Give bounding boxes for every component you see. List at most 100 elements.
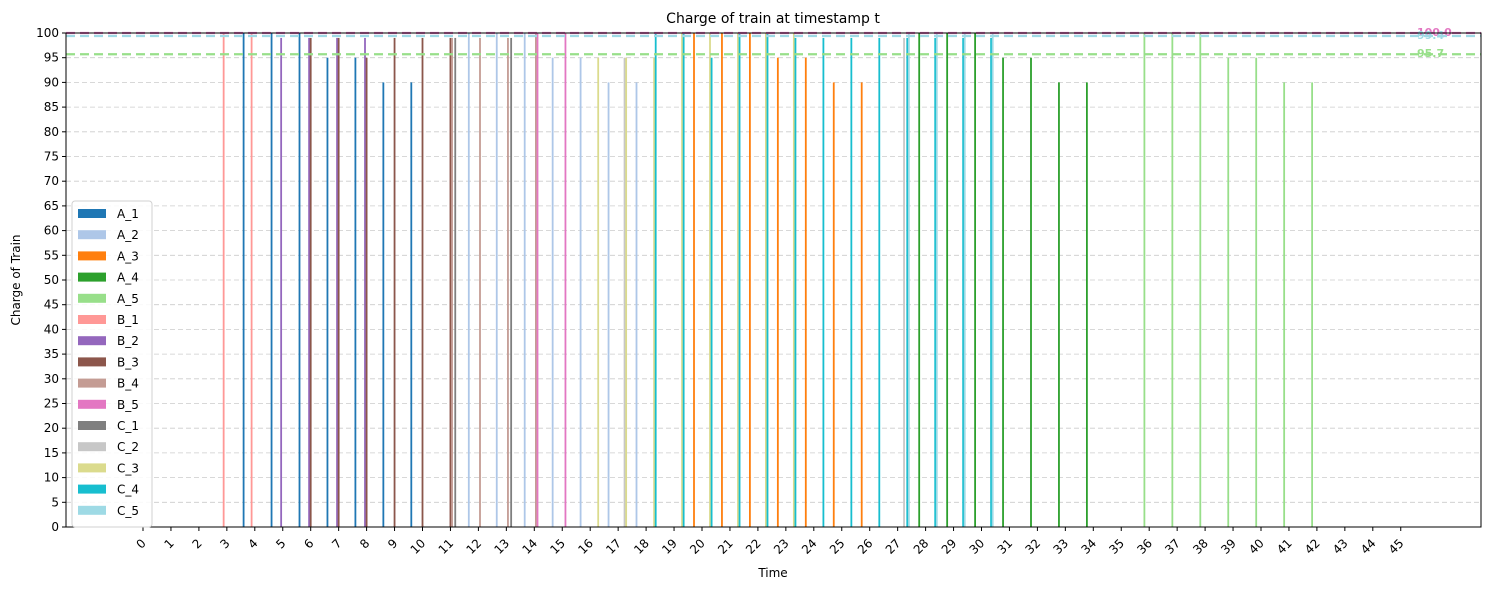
- y-tick-label: 5: [51, 495, 59, 509]
- x-tick-label: 8: [357, 536, 372, 551]
- x-tick-label: 11: [436, 536, 457, 557]
- bar-a-2: [523, 33, 526, 527]
- bar-c-2: [903, 37, 905, 527]
- x-tick-label: 31: [995, 536, 1016, 557]
- x-tick-label: 34: [1078, 536, 1099, 557]
- legend-label: A_3: [117, 249, 139, 263]
- legend: A_1 A_2 A_3 A_4 A_5 B_1 B_2 B_3 B_4 B_5 C_1 C_2 C_3 C…: [71, 200, 153, 528]
- y-tick-label: 95: [44, 51, 59, 65]
- bar-b-2: [280, 37, 283, 527]
- bar-c-3: [765, 33, 767, 527]
- y-tick-label: 30: [44, 372, 59, 386]
- legend-swatch: [78, 505, 106, 515]
- x-tick-label: 28: [911, 536, 932, 557]
- bar-c-1: [510, 37, 513, 527]
- legend-swatch: [78, 315, 106, 324]
- y-tick-label: 10: [44, 471, 59, 485]
- bar-a-3: [860, 82, 863, 528]
- bar-c-5: [907, 33, 910, 527]
- legend-label: B_5: [117, 398, 139, 412]
- legend-swatch: [78, 399, 106, 409]
- bar-b-1: [222, 33, 225, 527]
- x-tick-label: 43: [1330, 536, 1351, 557]
- legend-label: A_1: [117, 207, 139, 221]
- bar-a-4: [946, 33, 949, 527]
- bar-b-5: [564, 33, 567, 527]
- x-axis-label: Time: [757, 566, 787, 580]
- bar-c-3: [737, 33, 739, 527]
- y-axis: 0 5 10 15 20 25 30 35 40 45 50 55 60 65 70 75 80 85 90 95 10…: [36, 26, 66, 534]
- x-tick-label: 41: [1274, 536, 1295, 557]
- y-tick-label: 50: [44, 273, 59, 287]
- bar-a-3: [721, 33, 723, 527]
- x-tick-label: 23: [771, 536, 792, 557]
- bar-b-4: [479, 37, 481, 527]
- bar-b-3: [449, 37, 452, 527]
- x-tick-label: 17: [603, 536, 624, 557]
- bar-a-2: [607, 82, 610, 528]
- x-tick-label: 40: [1246, 536, 1267, 557]
- legend-label: C_3: [117, 461, 139, 475]
- bar-b-3: [365, 57, 368, 527]
- x-tick-label: 26: [855, 536, 876, 557]
- x-tick-label: 36: [1134, 536, 1155, 557]
- bar-c-4: [990, 37, 992, 527]
- x-tick-label: 29: [939, 536, 960, 557]
- bar-b-3: [421, 37, 424, 527]
- bar-b-2: [364, 37, 366, 527]
- bar-b-4: [507, 37, 509, 527]
- y-tick-label: 80: [44, 125, 59, 139]
- bar-a-5: [1199, 33, 1202, 527]
- bar-c-5: [963, 33, 966, 527]
- legend-label: C_2: [117, 440, 139, 454]
- y-tick-label: 65: [44, 199, 59, 213]
- y-tick-label: 40: [44, 322, 59, 336]
- x-tick-label: 30: [967, 536, 988, 557]
- bar-c-4: [850, 37, 853, 527]
- x-tick-label: 10: [408, 536, 429, 557]
- bar-a-3: [693, 33, 695, 527]
- x-tick-label: 18: [631, 536, 652, 557]
- y-tick-label: 0: [51, 520, 59, 534]
- y-tick-label: 35: [44, 347, 59, 361]
- bar-c-4: [766, 33, 769, 527]
- x-tick-label: 6: [301, 536, 316, 551]
- bar-b-4: [451, 37, 453, 527]
- legend-label: C_1: [117, 419, 139, 433]
- y-axis-label: Charge of Train: [9, 234, 23, 325]
- bar-a-1: [298, 33, 301, 527]
- x-tick-label: 27: [883, 536, 904, 557]
- legend-swatch: [78, 336, 106, 346]
- legend-label: A_5: [117, 292, 139, 306]
- legend-label: A_2: [117, 228, 139, 242]
- reference-line-label: 95.7: [1417, 47, 1444, 60]
- legend-swatch: [78, 463, 106, 473]
- legend-label: B_2: [117, 334, 139, 348]
- bar-c-2: [623, 57, 626, 527]
- y-tick-label: 60: [44, 224, 59, 238]
- legend-swatch: [78, 272, 106, 282]
- bar-c-4: [682, 33, 685, 527]
- x-tick-label: 45: [1386, 536, 1407, 557]
- bar-a-2: [467, 33, 470, 527]
- bar-b-2: [336, 37, 338, 527]
- x-tick-label: 15: [547, 536, 568, 557]
- y-tick-label: 45: [44, 298, 59, 312]
- legend-label: C_4: [117, 483, 139, 497]
- x-tick-label: 38: [1190, 536, 1211, 557]
- x-tick-label: 2: [189, 536, 204, 551]
- legend-swatch: [78, 293, 106, 303]
- y-tick-label: 55: [44, 248, 59, 262]
- reference-lines: 100.099.495.7: [66, 26, 1481, 60]
- y-tick-label: 75: [44, 150, 59, 164]
- legend-label: B_4: [117, 377, 139, 391]
- x-tick-label: 4: [245, 536, 260, 551]
- x-tick-label: 37: [1162, 536, 1183, 557]
- bar-c-3: [597, 57, 600, 527]
- grid-lines: [66, 32, 1481, 528]
- y-tick-label: 90: [44, 75, 59, 89]
- bar-a-2: [635, 82, 638, 528]
- bar-b-5: [536, 33, 539, 527]
